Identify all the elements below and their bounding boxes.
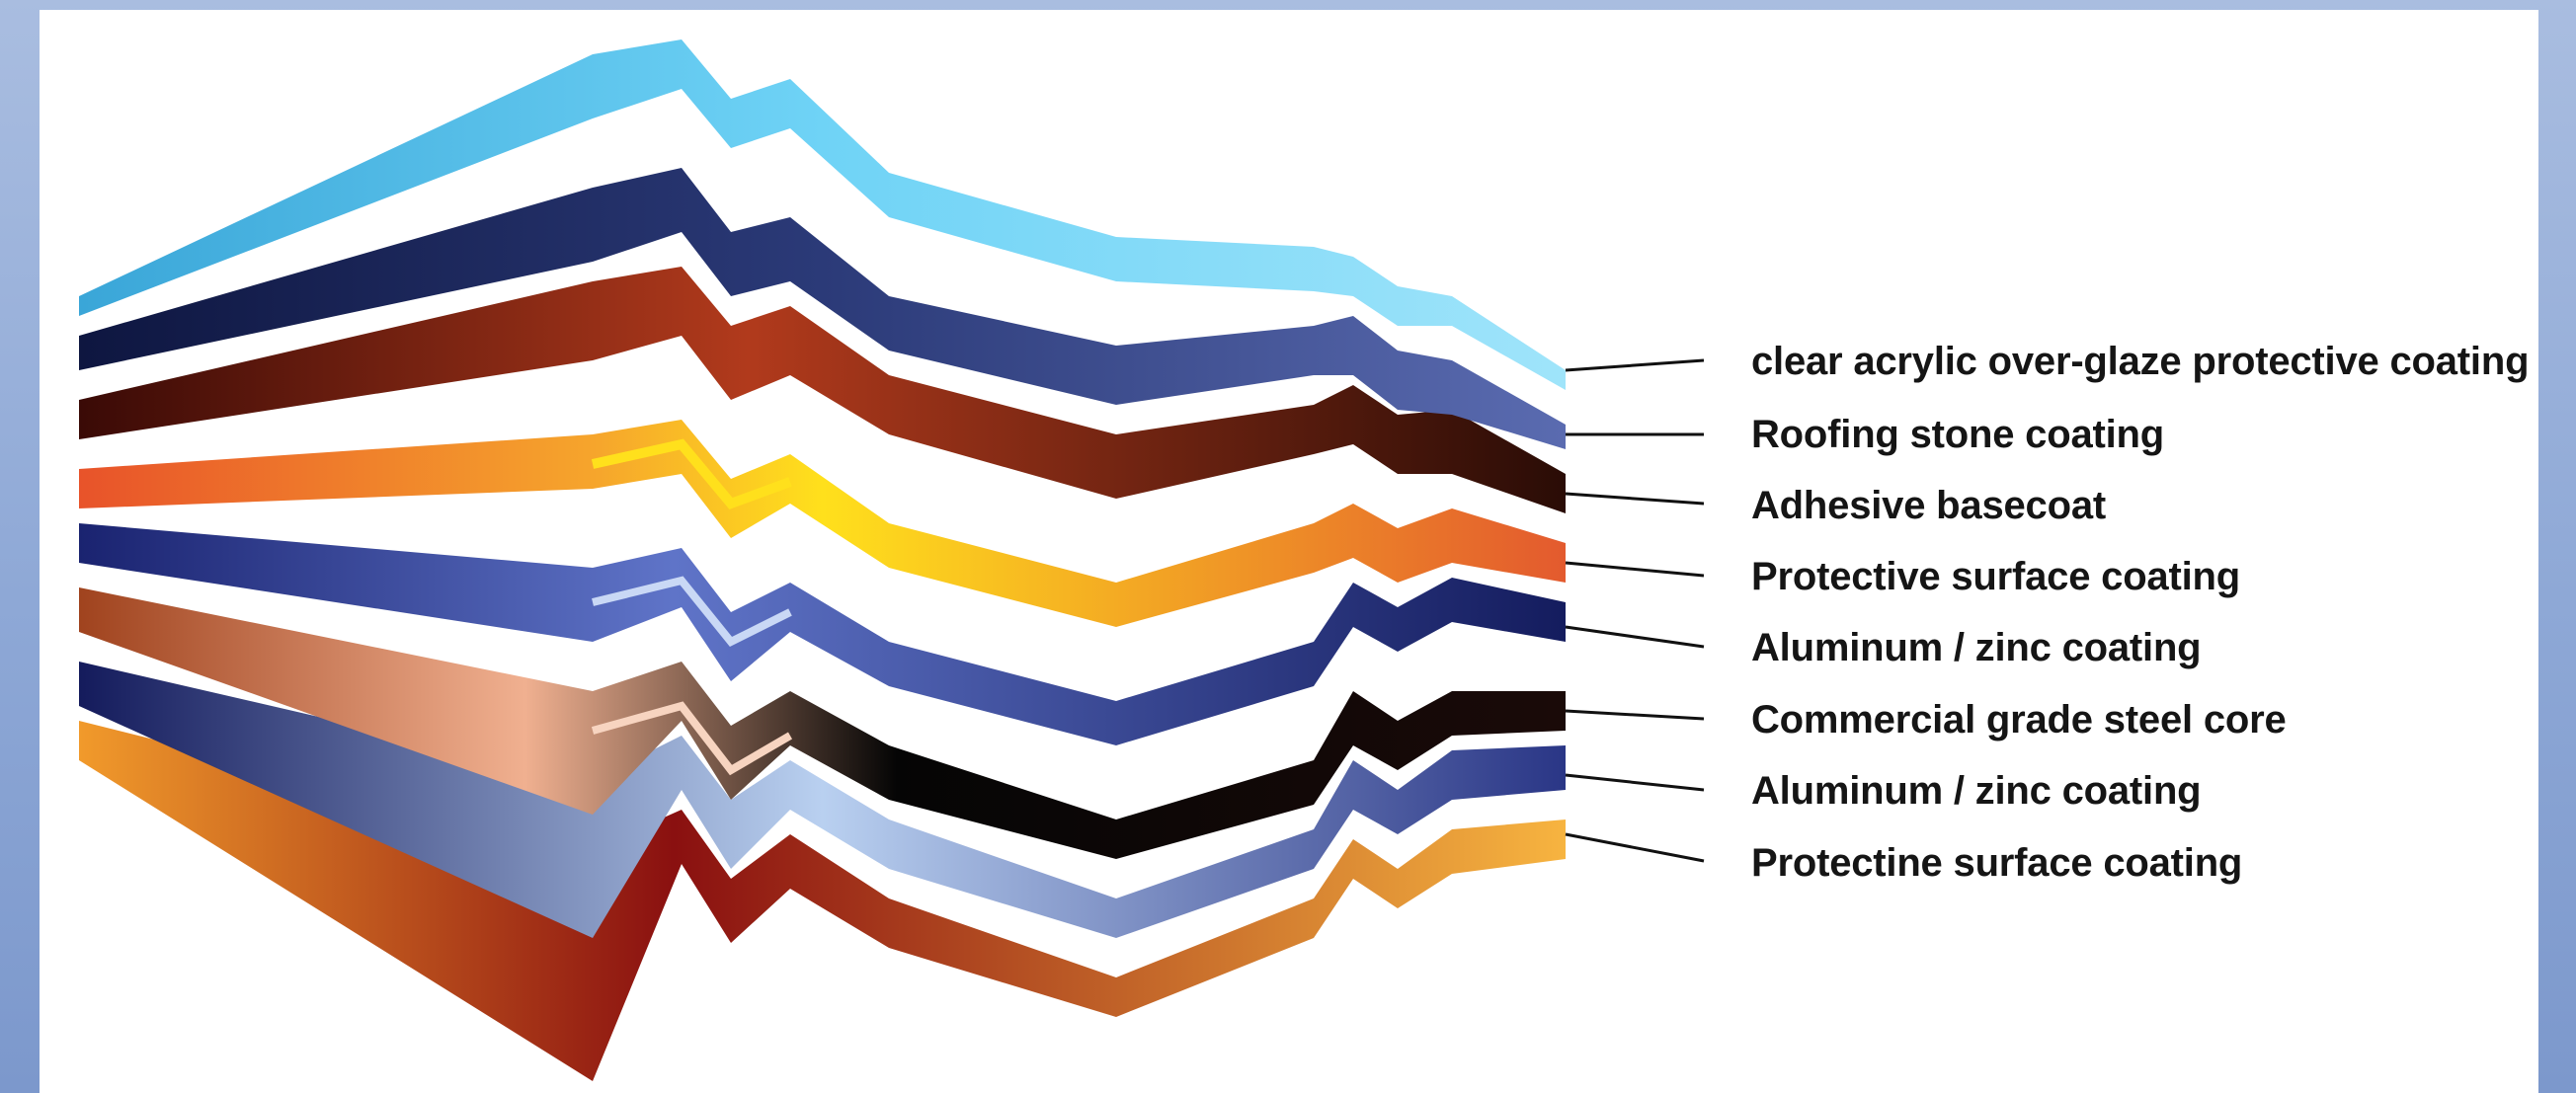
leader-line xyxy=(1565,358,1705,372)
layer-sheet-4 xyxy=(79,420,1566,627)
layer-highlight-ridge xyxy=(591,438,792,509)
layer-label-stone-coating: Roofing stone coating xyxy=(1751,413,2164,456)
leader-line xyxy=(1565,709,1705,721)
layer-label-adhesive-basecoat: Adhesive basecoat xyxy=(1751,484,2106,527)
layer-label-protective-coating-bottom: Protectine surface coating xyxy=(1751,841,2243,885)
layer-highlight-ridge xyxy=(591,701,793,776)
leader-line xyxy=(1565,832,1705,863)
layer-sheet-3 xyxy=(79,267,1566,513)
layer-sheet-6 xyxy=(79,587,1566,859)
layer-sheet-8 xyxy=(79,721,1566,1081)
leader-line xyxy=(1565,492,1705,506)
leader-line xyxy=(1565,561,1705,578)
layer-sheet-7 xyxy=(79,662,1566,938)
diagram-panel: clear acrylic over-glaze protective coat… xyxy=(40,10,2538,1093)
layer-sheet-5 xyxy=(79,523,1566,745)
layer-label-acrylic-glaze: clear acrylic over-glaze protective coat… xyxy=(1751,340,2530,383)
roof-layers-illustration xyxy=(79,39,1705,1081)
leader-line xyxy=(1565,625,1705,649)
layer-highlight-ridge xyxy=(592,576,792,648)
leader-line xyxy=(1565,773,1705,792)
layer-label-alu-zinc-top: Aluminum / zinc coating xyxy=(1751,626,2202,669)
layer-sheets xyxy=(79,39,1566,1081)
leader-lines xyxy=(1565,358,1705,863)
layer-label-alu-zinc-bottom: Aluminum / zinc coating xyxy=(1751,769,2202,813)
layer-sheet-1 xyxy=(79,39,1566,390)
layer-sheet-2 xyxy=(79,168,1566,449)
layer-label-protective-coating-top: Protective surface coating xyxy=(1751,555,2240,598)
layer-label-steel-core: Commercial grade steel core xyxy=(1751,698,2287,742)
